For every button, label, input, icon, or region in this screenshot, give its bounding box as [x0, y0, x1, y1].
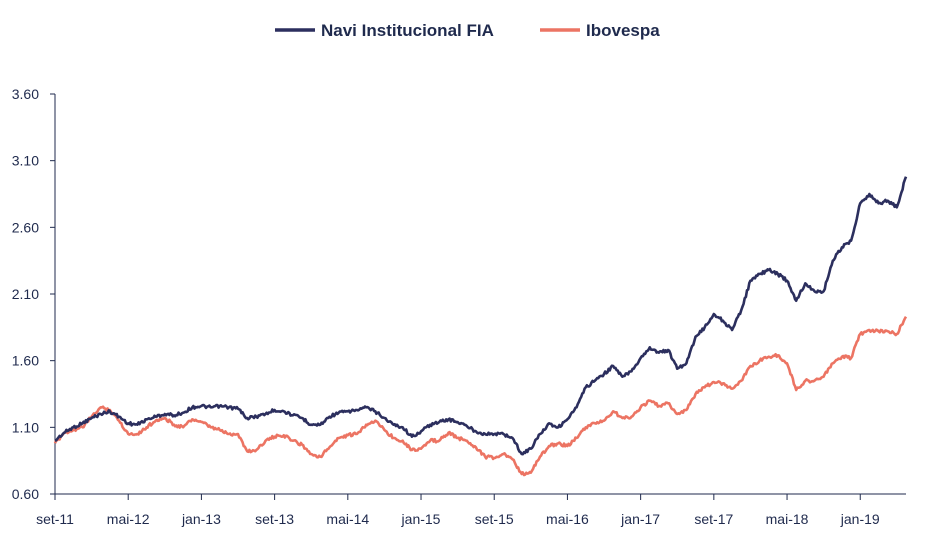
x-tick-label: mai-16	[546, 511, 589, 527]
legend-label-navi: Navi Institucional FIA	[321, 21, 494, 40]
series-layer	[53, 176, 908, 477]
y-tick-label: 3.10	[12, 153, 39, 169]
legend: Navi Institucional FIA Ibovespa	[275, 21, 660, 40]
y-tick-label: 2.10	[12, 286, 39, 302]
x-tick-label: jan-19	[840, 511, 880, 527]
x-tick-label: jan-13	[181, 511, 221, 527]
series-line-ibovespa	[53, 316, 908, 477]
x-tick-label: mai-18	[766, 511, 809, 527]
x-tick-label: set-13	[255, 511, 294, 527]
y-tick-label: 2.60	[12, 219, 39, 235]
axes: 0.60 1.10 1.60 2.10 2.60 3.10 3.60 set-11 mai-12…	[12, 86, 906, 527]
y-tick-label: 1.10	[12, 419, 39, 435]
series-line-navi	[54, 176, 908, 456]
x-tick-label: mai-14	[326, 511, 369, 527]
x-tick-label: set-17	[694, 511, 733, 527]
x-tick-label: jan-15	[401, 511, 441, 527]
x-tick-label: set-11	[36, 511, 74, 527]
y-tick-label: 1.60	[12, 353, 39, 369]
x-tick-label: mai-12	[107, 511, 150, 527]
x-tick-label: set-15	[475, 511, 514, 527]
y-tick-label: 0.60	[12, 486, 39, 502]
legend-label-ibovespa: Ibovespa	[586, 21, 660, 40]
y-tick-label: 3.60	[12, 86, 39, 102]
x-tick-label: jan-17	[620, 511, 660, 527]
